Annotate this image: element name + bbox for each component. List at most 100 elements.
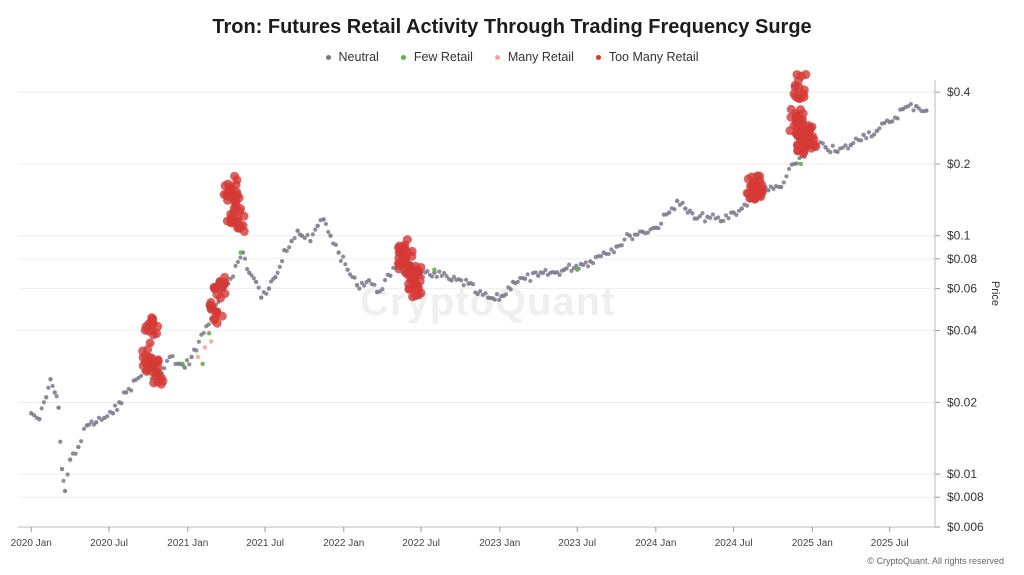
data-point (609, 247, 614, 252)
data-point (697, 214, 702, 219)
data-point (543, 268, 548, 273)
data-point (567, 262, 572, 267)
data-point (308, 238, 313, 244)
data-point (112, 403, 118, 408)
data-point (569, 268, 574, 274)
data-point (708, 215, 713, 220)
data-point (794, 161, 800, 166)
data-point (798, 161, 803, 167)
data-point (295, 228, 300, 233)
data-point (796, 71, 806, 81)
data-point (497, 297, 502, 303)
series-layer (29, 70, 929, 494)
data-point (611, 250, 617, 255)
y-tick-label: $0.04 (947, 324, 977, 338)
data-point (851, 140, 856, 146)
data-point (123, 390, 129, 395)
data-point (200, 361, 205, 367)
data-point (739, 206, 744, 211)
data-point (721, 218, 726, 224)
data-point (201, 330, 206, 336)
data-point (302, 235, 307, 241)
legend-item-too-many-retail[interactable]: Too Many Retail (595, 50, 698, 64)
data-point (259, 295, 264, 300)
legend-item-neutral[interactable]: Neutral (325, 50, 379, 64)
data-point (470, 282, 476, 287)
x-tick-label: 2022 Jan (323, 538, 364, 549)
y-tick-label: $0.2 (947, 157, 971, 171)
data-point (533, 270, 538, 275)
data-point (810, 140, 820, 150)
data-point (382, 278, 388, 283)
data-point (359, 280, 364, 285)
data-point (251, 276, 256, 281)
data-point (209, 284, 219, 294)
data-point (672, 207, 677, 212)
data-point (659, 221, 664, 226)
data-point (223, 191, 233, 201)
data-point (723, 213, 729, 218)
x-tick-label: 2021 Jan (167, 538, 208, 549)
data-point (89, 419, 94, 424)
data-point (781, 180, 786, 185)
data-point (299, 233, 305, 238)
data-point (687, 208, 693, 213)
legend-item-many-retail[interactable]: Many Retail (494, 50, 574, 64)
data-point (786, 166, 792, 172)
data-point (202, 345, 208, 350)
data-point (861, 132, 866, 138)
data-point (598, 254, 604, 259)
data-point (315, 223, 320, 229)
data-point (394, 259, 404, 269)
data-point (206, 331, 212, 336)
y-tick-label: $0.1 (947, 229, 971, 243)
data-point (380, 286, 385, 292)
data-point (305, 232, 310, 238)
data-point (277, 264, 282, 269)
data-point (414, 290, 424, 300)
data-point (275, 270, 280, 275)
watermark: CryptoQuant (360, 280, 616, 324)
data-point (94, 420, 99, 425)
data-point (147, 313, 157, 323)
data-point (635, 232, 640, 237)
data-point (39, 406, 44, 411)
data-point (189, 354, 194, 360)
data-point (37, 416, 42, 422)
data-point (540, 270, 546, 276)
data-point (238, 255, 243, 260)
y-axis-labels: $0.4 $0.2 $0.1 $0.08 $0.06 $0.04 $0.02 $0.01 $0.… (947, 85, 984, 534)
data-point (877, 126, 882, 131)
data-point (716, 215, 721, 220)
y-tick-label: $0.06 (947, 282, 977, 296)
data-point (219, 279, 229, 289)
data-point (583, 260, 588, 265)
x-tick-label: 2025 Jan (792, 538, 833, 549)
y-tick-label: $0.008 (947, 490, 984, 504)
data-point (48, 377, 53, 382)
data-point (245, 266, 250, 272)
data-point (153, 357, 163, 367)
data-point (266, 286, 272, 291)
x-tick-label: 2020 Jul (90, 538, 128, 549)
data-point (50, 383, 55, 389)
data-point (622, 237, 627, 242)
data-point (76, 444, 81, 450)
data-point (235, 259, 241, 265)
x-tick-label: 2023 Jan (479, 538, 520, 549)
data-point (239, 211, 249, 221)
data-point (675, 198, 680, 204)
data-point (170, 354, 175, 359)
data-point (149, 378, 159, 388)
data-point (786, 104, 796, 114)
x-tick-label: 2020 Jan (11, 538, 52, 549)
data-point (58, 439, 63, 444)
data-point (747, 193, 757, 203)
data-point (407, 271, 417, 281)
data-point (345, 267, 350, 272)
data-point (210, 313, 220, 323)
legend-item-few-retail[interactable]: Few Retail (400, 50, 473, 64)
data-point (890, 119, 895, 124)
data-point (110, 411, 116, 416)
